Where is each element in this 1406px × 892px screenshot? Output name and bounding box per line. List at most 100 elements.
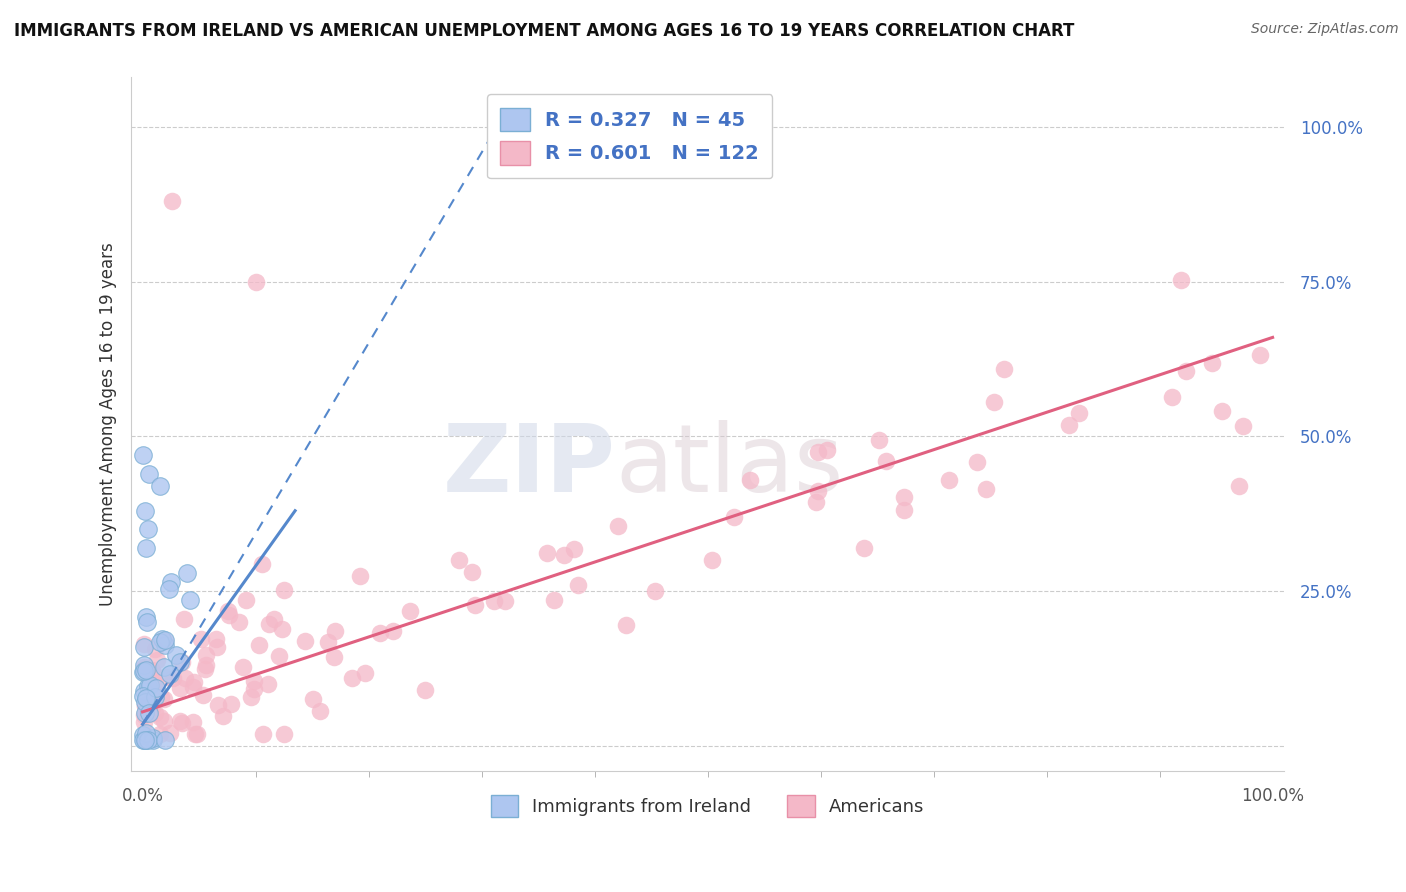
Point	[413, 683, 436, 698]
Point	[273, 726, 295, 740]
Text: IMMIGRANTS FROM IRELAND VS AMERICAN UNEMPLOYMENT AMONG AGES 16 TO 19 YEARS CORRE: IMMIGRANTS FROM IRELAND VS AMERICAN UNEM…	[14, 22, 1074, 40]
Point	[738, 473, 761, 487]
Point	[162, 194, 184, 209]
Point	[1249, 348, 1271, 362]
Point	[169, 714, 191, 728]
Point	[553, 549, 575, 563]
Point	[567, 578, 589, 592]
Point	[263, 612, 285, 626]
Point	[607, 518, 630, 533]
Point	[245, 275, 267, 289]
Point	[181, 680, 204, 694]
Point	[1161, 390, 1184, 404]
Point	[135, 706, 157, 721]
Point	[153, 670, 176, 684]
Point	[271, 623, 294, 637]
Point	[1069, 406, 1091, 420]
Point	[159, 667, 181, 681]
Point	[993, 361, 1015, 376]
Point	[804, 495, 827, 509]
Point	[173, 612, 195, 626]
Point	[536, 546, 558, 560]
Point	[349, 569, 371, 583]
Point	[983, 394, 1005, 409]
Point	[184, 726, 207, 740]
Point	[614, 617, 637, 632]
Point	[132, 689, 155, 703]
Point	[134, 699, 156, 714]
Point	[134, 706, 156, 721]
Point	[273, 582, 295, 597]
Point	[205, 640, 228, 655]
Point	[543, 593, 565, 607]
Point	[134, 504, 156, 518]
Point	[138, 706, 160, 720]
Point	[145, 681, 167, 695]
Point	[1227, 479, 1250, 493]
Point	[153, 691, 176, 706]
Point	[146, 652, 169, 666]
Point	[153, 714, 176, 728]
Point	[159, 726, 181, 740]
Point	[142, 668, 165, 682]
Point	[893, 503, 915, 517]
Point	[460, 565, 482, 579]
Y-axis label: Unemployment Among Ages 16 to 19 years: Unemployment Among Ages 16 to 19 years	[100, 243, 117, 606]
Point	[1174, 364, 1197, 378]
Point	[562, 541, 585, 556]
Point	[132, 715, 155, 730]
Point	[494, 594, 516, 608]
Point	[149, 710, 172, 724]
Point	[257, 617, 280, 632]
Text: atlas: atlas	[616, 419, 844, 512]
Point	[143, 680, 166, 694]
Point	[368, 626, 391, 640]
Point	[179, 593, 201, 607]
Point	[447, 552, 470, 566]
Point	[302, 691, 325, 706]
Text: Source: ZipAtlas.com: Source: ZipAtlas.com	[1251, 22, 1399, 37]
Point	[219, 697, 242, 711]
Point	[141, 691, 163, 706]
Point	[815, 443, 838, 458]
Point	[135, 541, 157, 555]
Point	[257, 677, 280, 691]
Point	[212, 709, 235, 723]
Point	[149, 479, 172, 493]
Point	[143, 706, 166, 720]
Point	[135, 615, 157, 630]
Point	[162, 671, 184, 685]
Point	[132, 732, 155, 747]
Point	[169, 681, 191, 696]
Point	[134, 698, 156, 713]
Point	[153, 659, 176, 673]
Point	[308, 704, 330, 718]
Point	[1232, 418, 1254, 433]
Point	[195, 648, 218, 662]
Point	[135, 726, 157, 740]
Point	[165, 648, 187, 662]
Point	[353, 665, 375, 680]
Point	[181, 714, 204, 729]
Point	[134, 707, 156, 722]
Point	[136, 732, 159, 747]
Point	[325, 624, 347, 638]
Point	[142, 732, 165, 747]
Point	[132, 448, 155, 462]
Point	[143, 690, 166, 704]
Point	[190, 632, 212, 646]
Point	[134, 637, 156, 651]
Point	[218, 608, 240, 623]
Point	[247, 638, 270, 652]
Point	[235, 593, 257, 607]
Point	[723, 510, 745, 524]
Point	[173, 671, 195, 685]
Point	[204, 632, 226, 647]
Point	[159, 575, 181, 590]
Point	[132, 683, 155, 698]
Point	[1057, 418, 1080, 433]
Point	[149, 635, 172, 649]
Point	[132, 665, 155, 679]
Point	[807, 445, 830, 459]
Point	[132, 640, 155, 655]
